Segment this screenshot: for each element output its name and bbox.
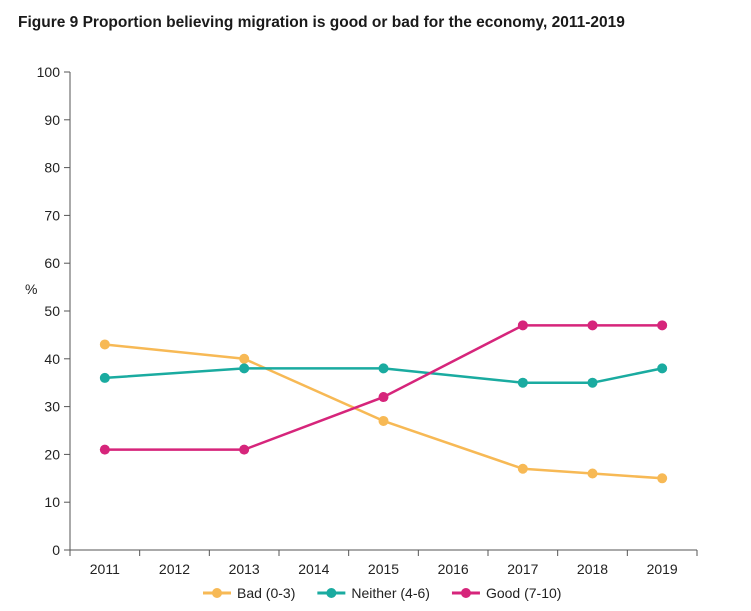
- y-tick-label: 100: [37, 64, 61, 80]
- legend-swatch-marker: [326, 588, 337, 598]
- legend-item-2: Good (7-10): [451, 585, 561, 601]
- data-point: [378, 363, 389, 374]
- legend-swatch-marker: [212, 588, 222, 598]
- data-point: [517, 320, 528, 331]
- data-point: [99, 444, 110, 455]
- legend-label: Bad (0-3): [237, 585, 295, 601]
- series-line-2: [104, 324, 663, 451]
- x-tick-label: 2012: [159, 561, 190, 577]
- y-tick-label: 90: [44, 112, 60, 128]
- data-point: [587, 377, 598, 388]
- x-tick-label: 2018: [577, 561, 608, 577]
- data-point: [657, 320, 668, 331]
- data-point: [657, 473, 668, 484]
- legend-item-0: Bad (0-3): [203, 585, 295, 601]
- y-ticks: 0 10 20 30 40 50 60 70 80 90 100: [37, 64, 70, 558]
- data-point: [517, 377, 528, 388]
- y-tick-label: 50: [44, 303, 60, 319]
- data-point: [378, 392, 389, 403]
- data-point: [99, 339, 110, 350]
- series-line-0: [104, 343, 663, 480]
- legend: Bad (0-3) Neither (4-6) Good (7-10): [203, 585, 561, 601]
- y-tick-label: 10: [44, 494, 60, 510]
- data-point: [657, 363, 668, 374]
- legend-label: Good (7-10): [486, 585, 561, 601]
- data-point: [239, 363, 250, 374]
- y-tick-label: 70: [44, 207, 60, 223]
- chart-title: Figure 9 Proportion believing migration …: [18, 14, 625, 31]
- data-point: [517, 463, 528, 474]
- x-tick-label: 2017: [507, 561, 538, 577]
- x-tick-label: 2014: [298, 561, 329, 577]
- data-point: [587, 468, 598, 479]
- legend-item-1: Neither (4-6): [317, 585, 430, 601]
- data-point: [587, 320, 598, 331]
- data-point: [239, 444, 250, 455]
- data-point: [99, 372, 110, 383]
- y-tick-label: 30: [44, 399, 60, 415]
- y-tick-label: 60: [44, 255, 60, 271]
- legend-swatch-marker: [460, 588, 471, 598]
- y-tick-label: 0: [52, 542, 60, 558]
- series-line-1: [104, 367, 663, 384]
- legend-label: Neither (4-6): [351, 585, 430, 601]
- x-tick-label: 2013: [229, 561, 260, 577]
- x-tick-label: 2016: [438, 561, 469, 577]
- x-tick-label: 2011: [90, 561, 120, 577]
- series-group: [99, 320, 668, 484]
- data-point: [239, 353, 250, 364]
- x-tick-label: 2015: [368, 561, 399, 577]
- x-tick-label: 2019: [647, 561, 678, 577]
- y-tick-label: 80: [44, 160, 60, 176]
- data-point: [378, 415, 389, 426]
- y-tick-label: 40: [44, 351, 60, 367]
- y-tick-label: 20: [44, 446, 60, 462]
- y-axis-label: %: [25, 281, 37, 297]
- x-ticks: 2011 2012 2013 2014 2015 2016 2017 2018 2019: [69, 550, 698, 577]
